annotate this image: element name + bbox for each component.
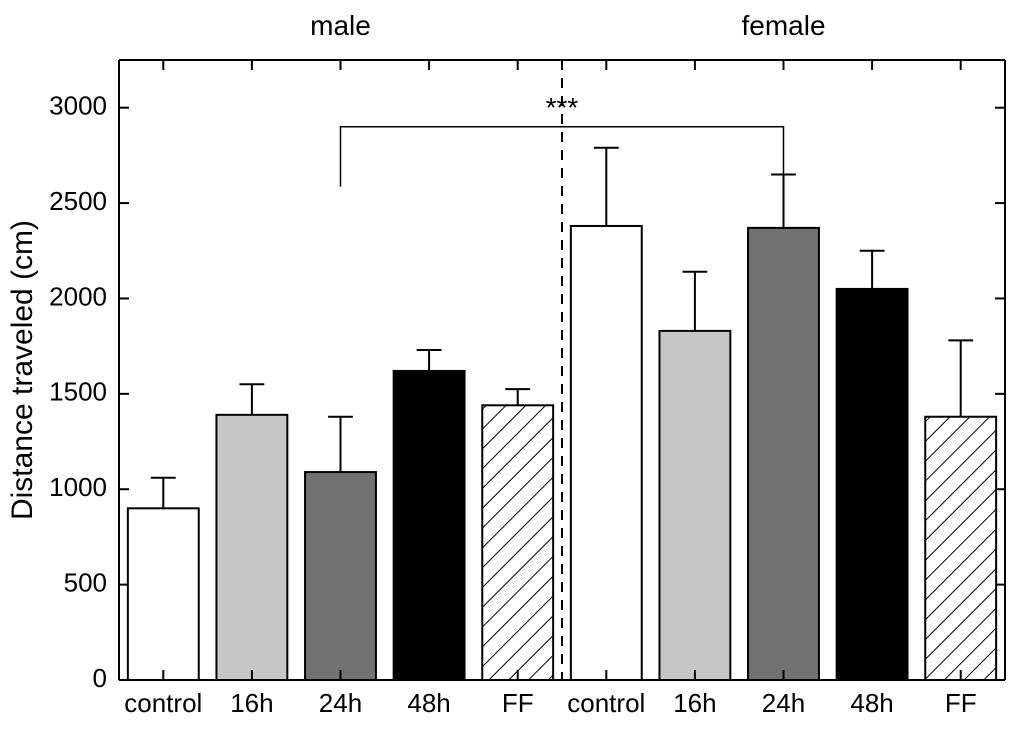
y-axis-label: Distance traveled (cm)	[6, 220, 39, 520]
bar	[305, 472, 376, 680]
x-tick-label: 24h	[319, 688, 362, 718]
bar	[925, 417, 996, 680]
x-tick-label: 24h	[762, 688, 805, 718]
bar-chart: 0 500 1000 1500 2000 2500 3000 Distance travele…	[0, 0, 1024, 749]
bar	[482, 405, 553, 680]
panel-label-female: female	[741, 10, 825, 41]
x-tick-label: 16h	[673, 688, 716, 718]
significance-label: ***	[546, 92, 579, 123]
x-tick-label: FF	[945, 688, 977, 718]
y-tick-label: 1000	[49, 472, 107, 502]
x-tick-label: 16h	[230, 688, 273, 718]
x-tick-label: control	[124, 688, 202, 718]
bar	[659, 331, 730, 680]
y-tick-label: 0	[93, 663, 107, 693]
panel-label-male: male	[310, 10, 371, 41]
y-tick-label: 3000	[49, 91, 107, 121]
x-tick-label: FF	[502, 688, 534, 718]
x-tick-label: 48h	[407, 688, 450, 718]
x-tick-label: control	[567, 688, 645, 718]
bar	[216, 415, 287, 680]
bar	[128, 508, 199, 680]
x-tick-label: 48h	[850, 688, 893, 718]
y-tick-label: 2000	[49, 281, 107, 311]
bar	[571, 226, 642, 680]
bar	[837, 289, 908, 680]
y-tick-label: 500	[64, 567, 107, 597]
y-tick-label: 1500	[49, 377, 107, 407]
bar	[394, 371, 465, 680]
bar	[748, 228, 819, 680]
y-tick-label: 2500	[49, 186, 107, 216]
